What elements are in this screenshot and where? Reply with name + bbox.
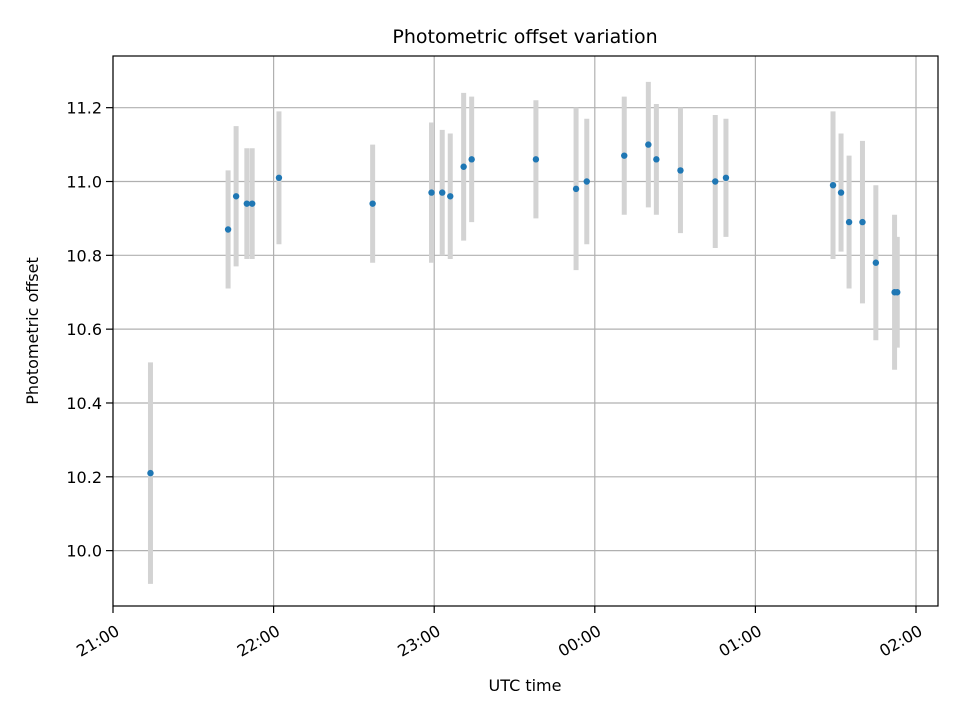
y-tick-label: 10.4	[66, 394, 102, 413]
data-point	[583, 178, 590, 185]
data-point	[224, 226, 232, 233]
data-points	[147, 141, 901, 477]
data-point	[232, 193, 240, 200]
plot-frame	[112, 55, 939, 607]
x-axis-label: UTC time	[489, 676, 562, 695]
y-axis-label: Photometric offset	[23, 257, 42, 405]
data-point	[275, 174, 283, 182]
y-tick-label: 10.8	[66, 246, 102, 265]
data-point	[532, 156, 540, 163]
data-point	[248, 200, 256, 207]
data-point	[645, 141, 652, 148]
data-point	[621, 152, 628, 159]
data-point	[439, 189, 446, 196]
data-point	[872, 259, 880, 266]
data-point	[468, 156, 475, 163]
data-point	[243, 200, 251, 207]
chart-title: Photometric offset variation	[392, 26, 657, 48]
data-point	[712, 178, 719, 185]
data-point	[722, 174, 730, 182]
data-point	[447, 193, 454, 200]
data-point	[369, 200, 376, 207]
y-tick-label: 11.2	[66, 99, 102, 118]
data-point	[460, 163, 467, 170]
y-tick-label: 11.0	[66, 173, 102, 192]
data-point	[147, 469, 154, 477]
y-axis-ticks: 10.0 10.2 10.4 10.6 10.8 11.0 11.2	[66, 99, 113, 561]
grid-lines	[112, 56, 938, 606]
data-point	[653, 156, 660, 163]
data-point	[428, 189, 435, 196]
data-point	[837, 189, 845, 196]
data-point	[829, 181, 837, 189]
data-point	[677, 167, 684, 174]
y-tick-label: 10.6	[66, 320, 102, 339]
data-point	[572, 185, 580, 193]
data-point	[894, 289, 901, 296]
y-tick-label: 10.2	[66, 468, 102, 487]
y-tick-label: 10.0	[66, 542, 102, 561]
data-point	[859, 218, 866, 226]
data-point	[845, 218, 853, 226]
